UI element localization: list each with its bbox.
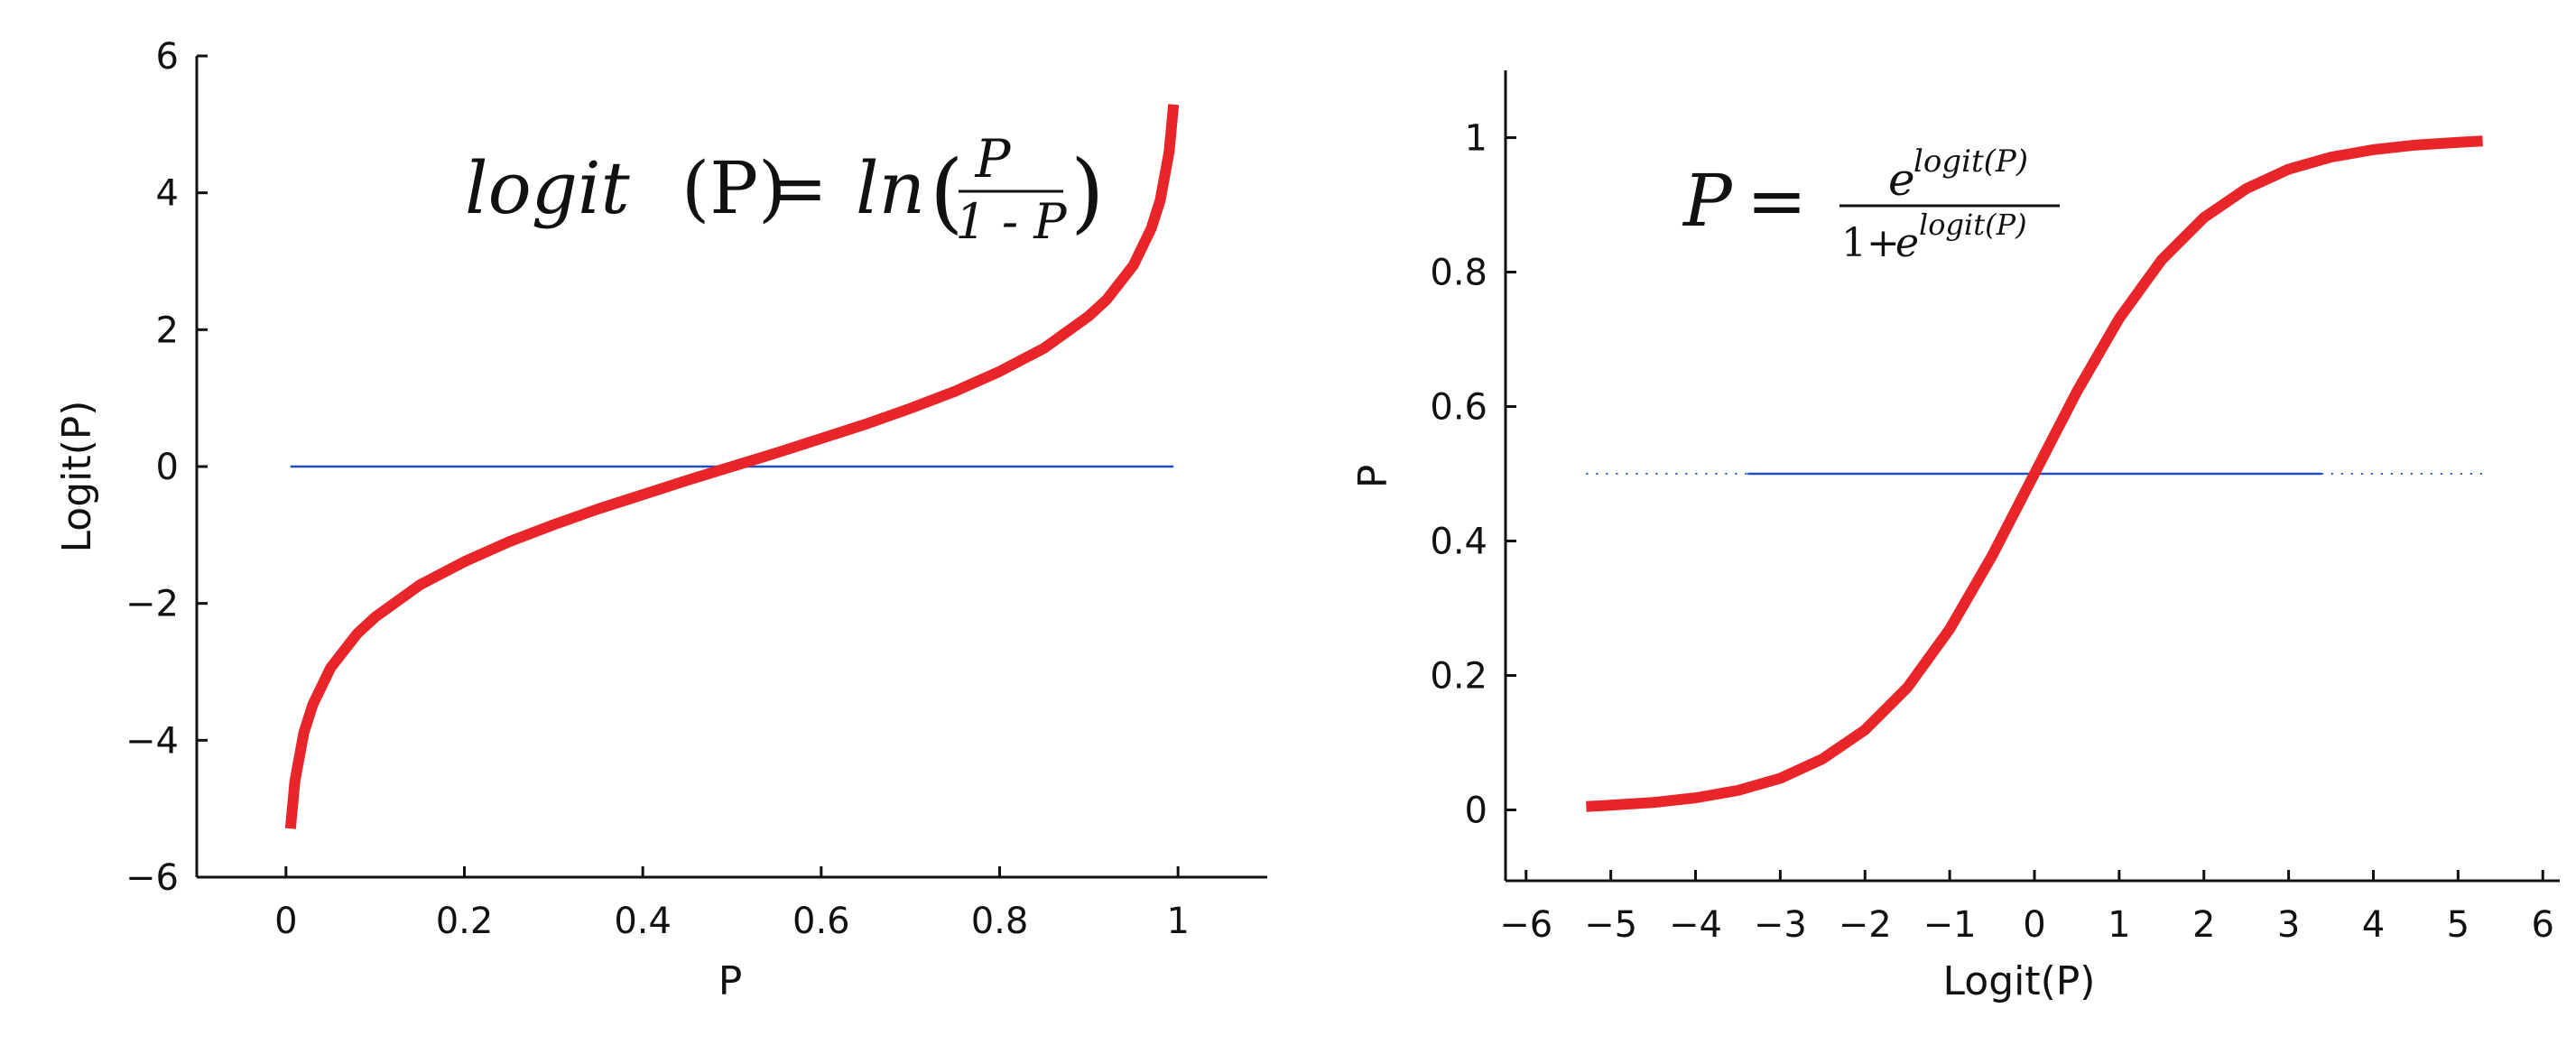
right-eq-den-base: e: [1895, 220, 1919, 266]
left-eq-numerator: P: [974, 128, 1011, 190]
r-x-tick-label: 3: [2277, 904, 2300, 946]
l-y-tick-label: −2: [125, 584, 179, 625]
left-y-axis: −6 −4 −2 0 2 4 6: [125, 36, 208, 899]
l-x-tick-label: 0.4: [614, 901, 672, 942]
left-eq-ln: ln: [856, 146, 925, 230]
l-x-tick-label: 0: [274, 901, 297, 942]
r-y-tick-label: 0.8: [1430, 253, 1487, 294]
r-y-tick-label: 0.6: [1430, 387, 1487, 429]
right-plot-series: [1586, 135, 2483, 812]
left-eq-lhs-arg: (P): [681, 146, 786, 230]
l-y-tick-label: 4: [156, 173, 179, 215]
left-eq-open-paren: (: [930, 142, 963, 243]
left-chart: −6 −4 −2 0 2 4 6 0 0.2 0.4 0.6 0.8 1 P Logit(P) log…: [54, 36, 1267, 1004]
r-x-tick-label: 5: [2447, 904, 2469, 946]
r-x-tick-label: 4: [2362, 904, 2385, 946]
left-y-ticks: −6 −4 −2 0 2 4 6: [125, 36, 208, 899]
r-x-tick-label: −4: [1669, 904, 1722, 946]
l-y-tick-label: −6: [125, 857, 179, 899]
right-y-ticks: 0 0.2 0.4 0.6 0.8 1: [1430, 118, 1516, 832]
left-x-axis-label: P: [718, 958, 743, 1004]
r-x-tick-label: 0: [2023, 904, 2045, 946]
left-plot-series: [284, 104, 1180, 829]
right-x-axis-label: Logit(P): [1943, 958, 2096, 1004]
l-x-tick-label: 1: [1166, 901, 1189, 942]
right-y-axis-label: P: [1350, 465, 1396, 489]
right-chart: 0 0.2 0.4 0.6 0.8 1 −6 −5 −4 −3 −2 −1 0 1 2 3 4 5 6 Logit…: [1350, 70, 2560, 1004]
r-y-tick-label: 0: [1465, 791, 1487, 832]
right-eq-den-one: 1+: [1841, 220, 1900, 266]
r-x-tick-label: −3: [1754, 904, 1807, 946]
right-eq-equals: =: [1747, 159, 1807, 243]
left-x-axis: 0 0.2 0.4 0.6 0.8 1: [197, 866, 1267, 942]
r-x-tick-label: −5: [1584, 904, 1637, 946]
right-eq-den-exp: logit(P): [1919, 208, 2027, 242]
l-x-tick-label: 0.8: [971, 901, 1029, 942]
right-y-axis: 0 0.2 0.4 0.6 0.8 1: [1430, 70, 1516, 881]
right-equation: P = e logit(P) 1+ e logit(P): [1682, 143, 2060, 266]
l-x-tick-label: 0.6: [792, 901, 850, 942]
l-y-tick-label: 0: [156, 447, 179, 488]
left-eq-denominator: 1 - P: [955, 193, 1068, 250]
l-y-tick-label: 6: [156, 36, 179, 78]
right-x-axis: −6 −5 −4 −3 −2 −1 0 1 2 3 4 5 6: [1499, 870, 2560, 946]
left-equation: logit (P) = ln ( P 1 - P ): [465, 128, 1104, 250]
l-y-tick-label: −4: [125, 720, 179, 762]
left-x-ticks: 0 0.2 0.4 0.6 0.8 1: [274, 866, 1190, 942]
r-x-tick-label: 1: [2108, 904, 2130, 946]
r-x-tick-label: −1: [1923, 904, 1977, 946]
r-x-tick-label: 6: [2531, 904, 2553, 946]
r-y-tick-label: 1: [1465, 118, 1487, 160]
r-y-tick-label: 0.4: [1430, 522, 1487, 563]
right-eq-num-base: e: [1888, 153, 1915, 206]
left-eq-close-paren: ): [1070, 142, 1104, 243]
r-y-tick-label: 0.2: [1430, 656, 1487, 698]
r-x-tick-label: −2: [1839, 904, 1892, 946]
left-eq-equals: =: [767, 146, 828, 230]
right-eq-num-exp: logit(P): [1913, 143, 2028, 180]
right-x-ticks: −6 −5 −4 −3 −2 −1 0 1 2 3 4 5 6: [1499, 870, 2554, 946]
r-curve-red: [1586, 135, 2483, 812]
left-eq-lhs: logit: [465, 146, 631, 230]
left-y-axis-label: Logit(P): [54, 401, 100, 553]
r-x-tick-label: −6: [1499, 904, 1552, 946]
l-curve-red: [284, 104, 1180, 829]
r-x-tick-label: 2: [2192, 904, 2215, 946]
l-x-tick-label: 0.2: [436, 901, 494, 942]
l-y-tick-label: 2: [156, 310, 179, 351]
right-eq-lhs: P: [1682, 159, 1733, 243]
